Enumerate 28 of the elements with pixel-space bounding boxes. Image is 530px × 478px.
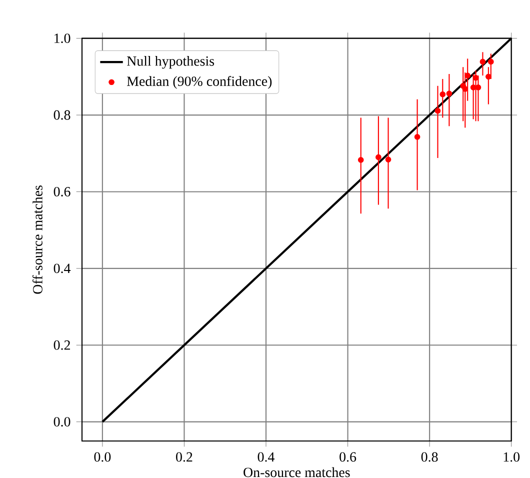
point — [440, 91, 446, 98]
point — [464, 72, 471, 78]
point — [446, 90, 452, 96]
point — [488, 58, 494, 65]
point — [472, 74, 479, 81]
y-tick-label: 0.2 — [54, 340, 70, 350]
point — [480, 58, 486, 65]
y-tick-label: 0.6 — [54, 186, 70, 196]
y-tick-label: 1.0 — [54, 34, 70, 44]
x-tick-label: 0.8 — [421, 452, 438, 462]
point — [414, 134, 420, 140]
point — [434, 108, 441, 114]
legend-label: Null hypothesis — [126, 56, 214, 69]
x-tick-label: 0.0 — [94, 452, 111, 462]
point — [385, 156, 392, 162]
y-tick-label: 0.0 — [54, 417, 70, 427]
x-axis-title: On-source matches — [244, 467, 350, 478]
x-tick-label: 0.2 — [176, 452, 192, 462]
x-tick-label: 0.6 — [340, 452, 356, 462]
y-tick-label: 0.8 — [54, 110, 70, 120]
point — [486, 74, 492, 80]
point — [358, 156, 364, 163]
legend-label: Median (90% confidence) — [126, 76, 272, 89]
x-tick-label: 1.0 — [504, 452, 520, 462]
y-tick-label: 0.4 — [54, 264, 71, 274]
x-tick-label: 0.4 — [258, 452, 274, 462]
point — [376, 154, 382, 160]
y-axis-title: Off-source matches — [32, 186, 42, 294]
